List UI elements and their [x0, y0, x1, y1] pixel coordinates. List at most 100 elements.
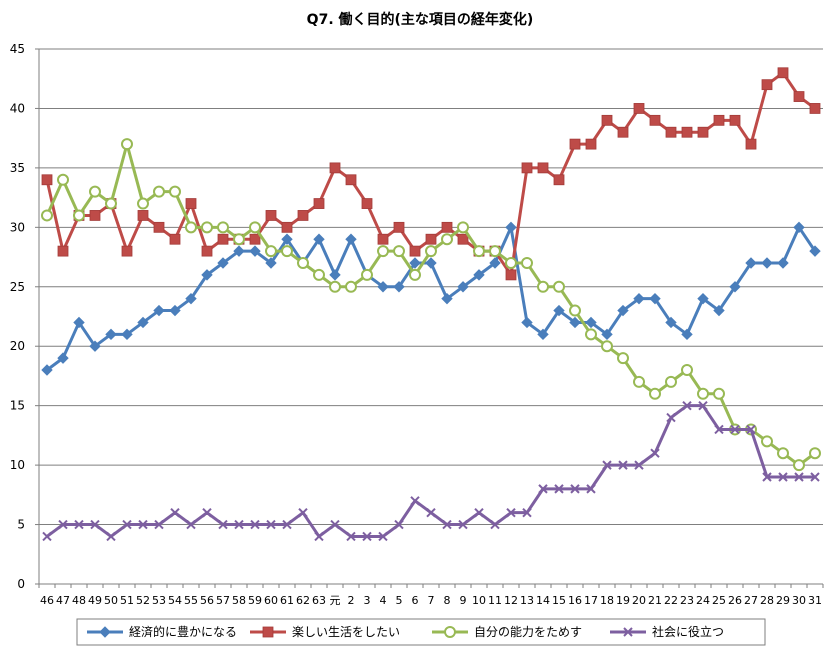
- data-point: [521, 162, 533, 174]
- legend-swatch-marker: [623, 627, 633, 637]
- data-point: [377, 281, 389, 293]
- legend-label: 社会に役立つ: [652, 624, 724, 639]
- data-point: [794, 472, 804, 482]
- data-point: [457, 221, 469, 234]
- data-point: [665, 316, 677, 329]
- data-point: [58, 519, 68, 530]
- series-layer: [41, 67, 821, 542]
- data-point: [217, 233, 229, 245]
- data-point: [425, 233, 437, 245]
- data-point: [425, 257, 437, 269]
- data-point: [649, 387, 661, 400]
- data-point: [393, 221, 405, 233]
- x-tick-label: 30: [792, 594, 806, 607]
- data-point: [330, 519, 340, 530]
- data-point: [233, 245, 245, 257]
- data-point: [185, 198, 197, 209]
- x-tick-label: 23: [680, 594, 694, 607]
- x-tick-label: 63: [312, 594, 326, 607]
- x-tick-label: 59: [248, 594, 262, 607]
- data-point: [809, 245, 821, 257]
- data-point: [329, 269, 341, 281]
- x-tick-label: 28: [760, 594, 774, 607]
- data-point: [361, 198, 373, 209]
- data-point: [746, 424, 756, 435]
- data-point: [298, 507, 308, 518]
- data-point: [778, 472, 788, 482]
- x-tick-label: 56: [200, 594, 214, 607]
- x-tick-label: 5: [396, 594, 403, 607]
- data-point: [297, 210, 309, 221]
- data-point: [793, 459, 805, 472]
- data-point: [810, 472, 820, 482]
- data-point: [698, 400, 708, 411]
- x-tick-label: 元: [330, 594, 341, 607]
- data-point: [554, 484, 564, 494]
- x-tick-label: 62: [296, 594, 310, 607]
- data-point: [649, 114, 661, 126]
- x-tick-label: 14: [536, 594, 550, 607]
- data-point: [681, 328, 693, 341]
- series-4: [42, 400, 820, 542]
- data-point: [185, 292, 197, 305]
- x-tick-label: 26: [728, 594, 742, 607]
- y-tick-label: 35: [10, 161, 25, 175]
- data-point: [777, 257, 789, 269]
- x-tick-label: 49: [88, 594, 102, 607]
- data-point: [601, 328, 613, 341]
- data-point: [505, 257, 517, 269]
- data-point: [153, 185, 165, 198]
- x-tick-label: 48: [72, 594, 86, 607]
- data-point: [377, 233, 389, 245]
- data-point: [426, 507, 436, 518]
- x-tick-label: 50: [104, 594, 118, 607]
- data-point: [74, 519, 84, 530]
- x-tick-label: 46: [40, 594, 54, 607]
- data-point: [442, 519, 452, 530]
- x-tick-label: 47: [56, 594, 70, 607]
- x-tick-label: 25: [712, 594, 726, 607]
- x-tick-label: 57: [216, 594, 230, 607]
- data-point: [202, 507, 212, 518]
- x-tick-label: 20: [632, 594, 646, 607]
- data-point: [681, 364, 693, 376]
- data-point: [137, 197, 149, 210]
- data-point: [297, 257, 309, 269]
- data-point: [777, 67, 789, 79]
- data-point: [313, 233, 325, 245]
- data-point: [682, 400, 692, 411]
- series-2: [41, 67, 821, 281]
- data-point: [41, 209, 53, 222]
- y-tick-label: 5: [17, 518, 25, 532]
- x-tick-label: 29: [776, 594, 790, 607]
- x-tick-label: 2: [348, 594, 355, 607]
- data-point: [73, 209, 85, 222]
- y-tick-label: 40: [10, 101, 25, 115]
- data-point: [73, 316, 85, 329]
- data-point: [537, 328, 549, 341]
- data-point: [793, 91, 805, 102]
- data-point: [489, 257, 501, 269]
- data-point: [729, 281, 741, 293]
- x-tick-label: 52: [136, 594, 150, 607]
- data-point: [249, 233, 261, 245]
- data-point: [665, 375, 677, 388]
- data-point: [345, 233, 357, 245]
- data-point: [649, 292, 661, 305]
- data-point: [137, 316, 149, 329]
- data-point: [569, 316, 581, 329]
- x-tick-label: 11: [488, 594, 502, 607]
- legend-item: 社会に役立つ: [610, 624, 724, 639]
- data-point: [105, 197, 117, 210]
- series-3: [41, 138, 821, 472]
- data-point: [441, 221, 453, 233]
- data-point: [250, 519, 260, 530]
- y-tick-label: 45: [10, 42, 25, 56]
- data-point: [153, 221, 165, 233]
- data-point: [425, 245, 437, 258]
- data-point: [761, 79, 773, 91]
- data-point: [809, 447, 821, 460]
- x-tick-label: 53: [152, 594, 166, 607]
- data-point: [585, 138, 597, 150]
